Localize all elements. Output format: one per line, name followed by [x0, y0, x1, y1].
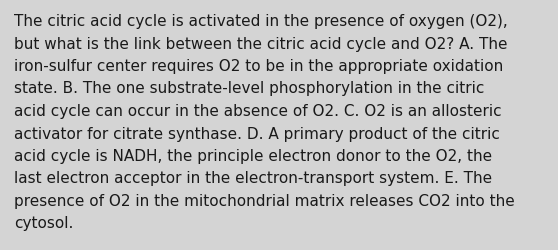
- Text: last electron acceptor in the electron-transport system. E. The: last electron acceptor in the electron-t…: [14, 171, 492, 186]
- Text: but what is the link between the citric acid cycle and O2? A. The: but what is the link between the citric …: [14, 36, 507, 51]
- Text: iron-sulfur center requires O2 to be in the appropriate oxidation: iron-sulfur center requires O2 to be in …: [14, 59, 503, 74]
- Text: state. B. The one substrate-level phosphorylation in the citric: state. B. The one substrate-level phosph…: [14, 81, 484, 96]
- Text: activator for citrate synthase. D. A primary product of the citric: activator for citrate synthase. D. A pri…: [14, 126, 500, 141]
- Text: acid cycle is NADH, the principle electron donor to the O2, the: acid cycle is NADH, the principle electr…: [14, 148, 492, 163]
- Text: presence of O2 in the mitochondrial matrix releases CO2 into the: presence of O2 in the mitochondrial matr…: [14, 193, 514, 208]
- Text: cytosol.: cytosol.: [14, 216, 73, 230]
- Text: acid cycle can occur in the absence of O2. C. O2 is an allosteric: acid cycle can occur in the absence of O…: [14, 104, 502, 118]
- Text: The citric acid cycle is activated in the presence of oxygen (O2),: The citric acid cycle is activated in th…: [14, 14, 508, 29]
